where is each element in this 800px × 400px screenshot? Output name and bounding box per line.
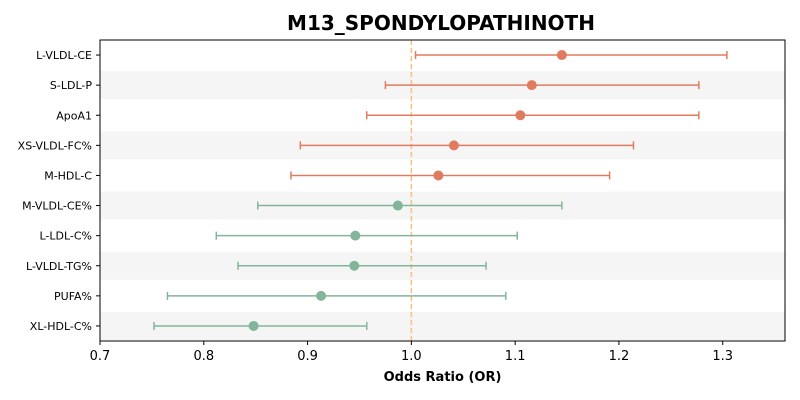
y-tick-label: L-VLDL-CE: [36, 49, 92, 62]
y-tick-label: M-HDL-C: [44, 169, 92, 182]
or-point: [448, 140, 459, 151]
y-tick-label: ApoA1: [56, 109, 92, 122]
x-tick-label: 1.1: [505, 349, 526, 364]
or-point: [350, 230, 361, 241]
plot-frame: [99, 39, 786, 342]
or-point: [433, 170, 444, 181]
x-tick-label: 0.8: [193, 349, 214, 364]
or-point: [526, 80, 537, 91]
y-tick-label: S-LDL-P: [50, 79, 92, 92]
x-tick-label: 1.2: [609, 349, 630, 364]
or-point: [316, 290, 327, 301]
x-axis: 0.7 0.8 0.9 1.0 1.1 1.2 1.3: [90, 341, 733, 364]
or-point: [392, 200, 403, 211]
x-tick-label: 0.9: [297, 349, 318, 364]
y-tick-label: L-VLDL-TG%: [26, 260, 92, 273]
y-tick-label: L-LDL-C%: [39, 230, 92, 243]
y-tick-label: XL-HDL-C%: [30, 320, 92, 333]
or-point: [515, 110, 526, 121]
y-axis: L-VLDL-CE S-LDL-P ApoA1 XS-VLDL-FC% M-HDL-C M…: [18, 49, 100, 333]
or-point: [349, 260, 360, 271]
x-tick-label: 0.7: [90, 349, 111, 364]
x-tick-label: 1.0: [401, 349, 422, 364]
y-tick-label: M-VLDL-CE%: [22, 200, 92, 213]
x-tick-label: 1.3: [712, 349, 733, 364]
x-axis-label: Odds Ratio (OR): [384, 370, 502, 385]
y-tick-label: PUFA%: [54, 290, 92, 303]
or-point: [248, 320, 259, 331]
chart-title: M13_SPONDYLOPATHINOTH: [287, 11, 595, 35]
or-point: [556, 50, 567, 61]
y-tick-label: XS-VLDL-FC%: [18, 139, 92, 152]
estimates: [153, 50, 728, 331]
